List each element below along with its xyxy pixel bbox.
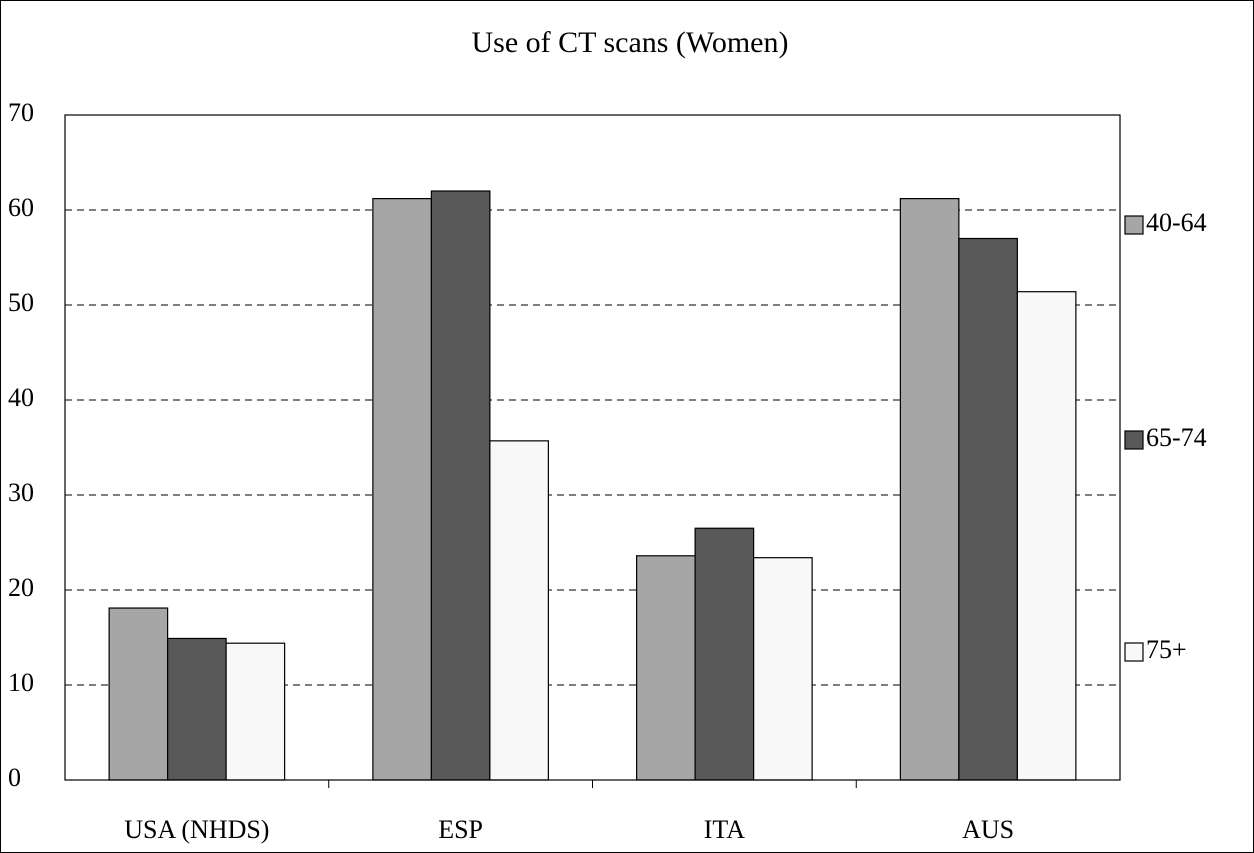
x-tick-label: ESP (438, 815, 483, 844)
bar (1016, 291, 1077, 781)
bar (167, 637, 227, 781)
y-tick-label: 10 (8, 668, 34, 697)
bar (372, 198, 432, 781)
legend-swatch (1124, 215, 1144, 235)
y-tick-label: 70 (8, 98, 34, 127)
bar (694, 527, 755, 781)
legend-swatch (1124, 430, 1144, 450)
legend-label: 40-64 (1146, 208, 1207, 237)
x-tick-label: AUS (962, 815, 1014, 844)
bar (636, 555, 696, 781)
bar (899, 198, 960, 781)
bar (489, 440, 549, 781)
y-tick-label: 20 (8, 573, 34, 602)
bar (108, 607, 169, 781)
legend-swatch (1124, 642, 1144, 662)
plot-frame (64, 114, 1121, 781)
y-tick-label: 40 (8, 383, 34, 412)
y-tick-label: 0 (8, 763, 21, 792)
bar (753, 557, 813, 781)
legend-label: 75+ (1146, 635, 1187, 664)
legend-label: 65-74 (1146, 423, 1207, 452)
bar (430, 190, 491, 781)
y-tick-label: 30 (8, 478, 34, 507)
y-tick-label: 60 (8, 193, 34, 222)
bar (958, 237, 1018, 781)
chart-title: Use of CT scans (Women) (472, 26, 789, 59)
x-tick-label: USA (NHDS) (124, 815, 269, 844)
bar (225, 642, 286, 781)
y-tick-label: 50 (8, 288, 34, 317)
x-tick-label: ITA (704, 815, 745, 844)
